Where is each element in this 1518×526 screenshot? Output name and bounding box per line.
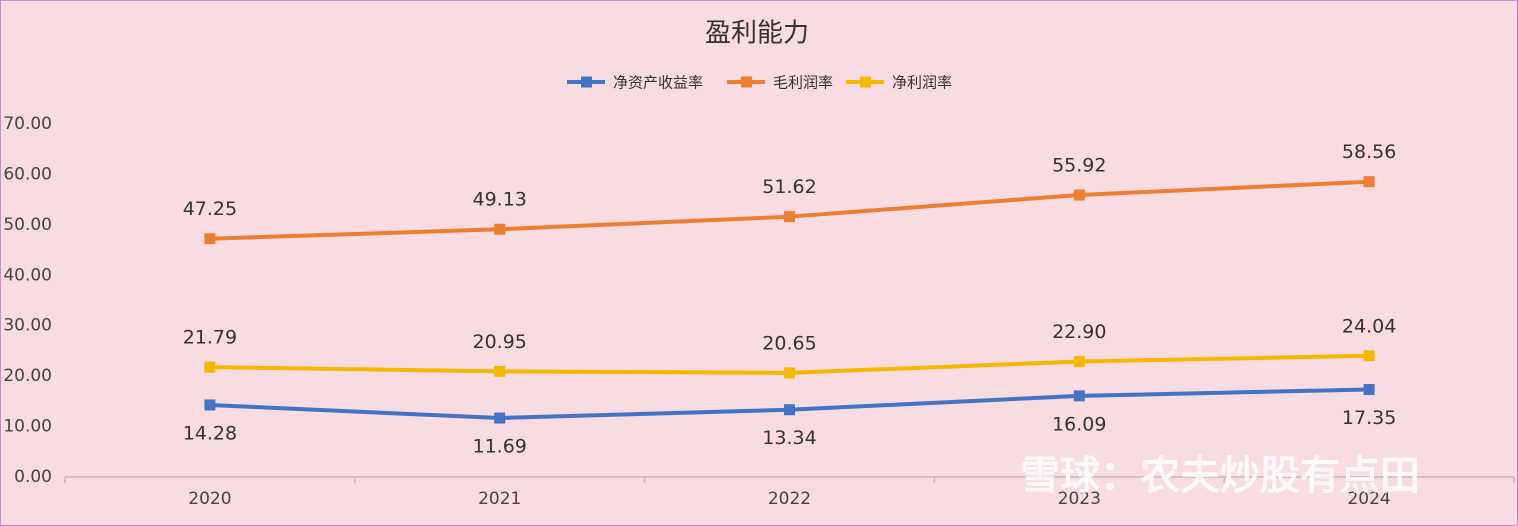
data-label: 55.92 <box>1052 155 1106 177</box>
marker <box>494 412 506 424</box>
y-tick-label: 20.00 <box>3 366 52 386</box>
legend-label: 净利润率 <box>892 74 952 92</box>
marker <box>1363 350 1375 362</box>
watermark: 雪球：农夫炒股有点田 <box>1020 453 1420 499</box>
marker <box>784 404 795 416</box>
x-tick-label: 2020 <box>188 489 231 509</box>
marker <box>784 211 795 223</box>
marker <box>494 365 506 377</box>
marker <box>1073 390 1085 402</box>
y-tick-label: 70.00 <box>3 114 52 134</box>
data-label: 11.69 <box>472 436 526 458</box>
data-label: 49.13 <box>472 189 526 211</box>
legend-label: 毛利润率 <box>773 74 833 92</box>
x-tick-label: 2022 <box>768 489 811 509</box>
x-tick-label: 2021 <box>478 489 521 509</box>
y-tick-label: 30.00 <box>3 316 52 336</box>
marker <box>204 361 216 373</box>
x-tick-label: 2024 <box>1347 489 1390 509</box>
data-label: 21.79 <box>183 327 237 349</box>
marker <box>1073 189 1085 201</box>
chart-title: 盈利能力 <box>705 19 809 49</box>
legend-marker <box>581 76 592 88</box>
y-tick-label: 40.00 <box>3 265 52 285</box>
data-label: 47.25 <box>183 198 237 220</box>
legend-marker <box>860 76 871 88</box>
marker <box>784 367 795 379</box>
data-label: 13.34 <box>762 427 816 449</box>
data-label: 16.09 <box>1052 413 1106 435</box>
x-tick-label: 2023 <box>1058 489 1101 509</box>
data-label: 24.04 <box>1342 315 1396 337</box>
data-label: 14.28 <box>183 422 237 444</box>
data-label: 20.65 <box>762 332 816 354</box>
y-tick-label: 0.00 <box>14 467 52 487</box>
y-tick-label: 50.00 <box>3 215 52 235</box>
marker <box>204 399 216 411</box>
legend-label: 净资产收益率 <box>613 74 703 92</box>
data-label: 51.62 <box>762 176 816 198</box>
data-label: 22.90 <box>1052 321 1106 343</box>
marker <box>1073 356 1085 368</box>
marker <box>494 223 506 235</box>
y-tick-label: 60.00 <box>3 164 52 184</box>
data-label: 58.56 <box>1342 141 1396 163</box>
marker <box>1363 384 1375 396</box>
marker <box>1363 176 1375 188</box>
data-label: 17.35 <box>1342 407 1396 429</box>
data-label: 20.95 <box>472 331 526 353</box>
legend-marker <box>741 76 752 88</box>
y-tick-label: 10.00 <box>3 417 52 437</box>
marker <box>204 233 216 245</box>
